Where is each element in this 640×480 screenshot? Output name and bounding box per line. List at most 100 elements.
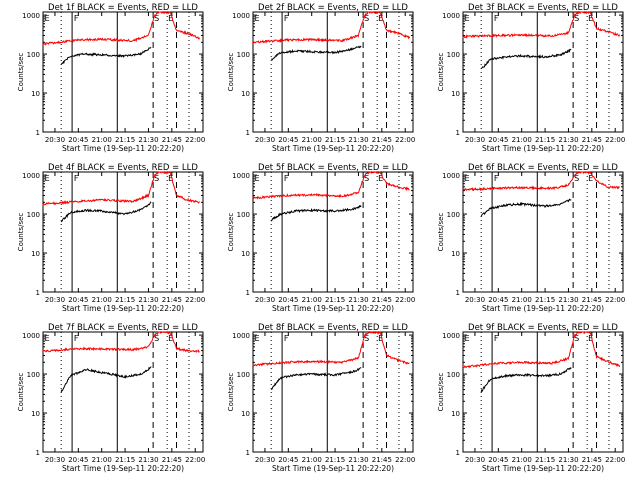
panel-det-1: Det 1f BLACK = Events, RED = LLD 1 10 100 10… xyxy=(17,3,205,153)
x-tick-label: 21:45 xyxy=(372,136,392,144)
event-marker-label: F xyxy=(74,174,79,183)
x-tick-label: 20:45 xyxy=(278,136,298,144)
x-axis-title: Start Time (19-Sep-11 20:22:20) xyxy=(272,304,394,313)
x-tick-label: 21:15 xyxy=(535,456,555,464)
y-tick-label: 1000 xyxy=(232,332,250,340)
event-marker-label: E xyxy=(378,174,383,183)
plot-frame xyxy=(42,331,204,453)
x-tick-label: 21:30 xyxy=(138,136,158,144)
x-tick-label: 20:45 xyxy=(488,296,508,304)
x-tick-label: 22:00 xyxy=(605,456,625,464)
event-marker-label: F xyxy=(74,14,79,23)
y-tick-label: 10 xyxy=(241,250,250,258)
panel-det-3: Det 3f BLACK = Events, RED = LLD 1 10 100 10… xyxy=(437,3,625,153)
x-tick-label: 21:00 xyxy=(92,456,112,464)
x-tick-label: 21:00 xyxy=(512,136,532,144)
x-tick-label: 21:15 xyxy=(115,456,135,464)
y-tick-label: 10 xyxy=(241,410,250,418)
event-marker-label: S xyxy=(154,334,159,343)
x-tick-label: 20:45 xyxy=(278,456,298,464)
x-axis-title: Start Time (19-Sep-11 20:22:20) xyxy=(62,464,184,473)
panel-title: Det 9f BLACK = Events, RED = LLD xyxy=(468,323,618,333)
x-tick-label: 20:45 xyxy=(68,136,88,144)
panel-det-7: Det 7f BLACK = Events, RED = LLD 1 10 100 10… xyxy=(17,323,205,473)
plot-frame xyxy=(462,11,624,133)
x-tick-label: 22:00 xyxy=(605,296,625,304)
y-tick-label: 1 xyxy=(456,449,460,457)
plot-frame xyxy=(462,331,624,453)
x-tick-label: 20:30 xyxy=(465,456,485,464)
x-tick-label: 21:45 xyxy=(582,136,602,144)
lld-series-line xyxy=(42,330,200,354)
y-tick-label: 1000 xyxy=(232,12,250,20)
event-marker-label: E xyxy=(465,174,470,183)
event-marker-label: S xyxy=(364,174,369,183)
event-marker-label: E xyxy=(588,14,593,23)
y-tick-label: 1 xyxy=(456,289,460,297)
y-tick-label: 1000 xyxy=(22,172,40,180)
events-series-line xyxy=(480,198,572,217)
x-tick-label: 21:45 xyxy=(162,456,182,464)
events-series-line xyxy=(271,367,362,391)
lld-series-line xyxy=(42,170,200,206)
event-marker-label: E xyxy=(378,334,383,343)
y-axis-title: Counts/sec xyxy=(437,53,445,92)
events-series-line xyxy=(60,366,152,393)
x-tick-label: 21:30 xyxy=(138,456,158,464)
x-tick-label: 20:30 xyxy=(45,296,65,304)
event-marker-label: F xyxy=(494,14,499,23)
event-marker-label: E xyxy=(588,174,593,183)
event-marker-label: E xyxy=(255,334,260,343)
events-series-line xyxy=(480,367,572,393)
y-tick-label: 1 xyxy=(36,289,40,297)
x-axis-title: Start Time (19-Sep-11 20:22:20) xyxy=(272,464,394,473)
y-tick-label: 1 xyxy=(36,129,40,137)
x-tick-label: 21:30 xyxy=(348,456,368,464)
x-tick-label: 21:15 xyxy=(325,296,345,304)
y-tick-label: 100 xyxy=(237,211,250,219)
y-tick-label: 10 xyxy=(451,90,460,98)
panel-det-5: Det 5f BLACK = Events, RED = LLD 1 10 100 10… xyxy=(227,163,415,313)
x-tick-label: 21:45 xyxy=(372,456,392,464)
lld-series-line xyxy=(42,11,201,46)
event-marker-label: F xyxy=(284,334,289,343)
y-tick-label: 10 xyxy=(241,90,250,98)
x-tick-label: 22:00 xyxy=(185,456,205,464)
x-tick-label: 21:00 xyxy=(512,296,532,304)
plot-frame xyxy=(42,171,204,293)
event-marker-label: E xyxy=(45,174,50,183)
event-marker-label: S xyxy=(364,334,369,343)
x-tick-label: 21:00 xyxy=(92,296,112,304)
x-tick-label: 21:30 xyxy=(558,136,578,144)
event-marker-label: E xyxy=(168,334,173,343)
event-marker-label: E xyxy=(168,14,173,23)
event-marker-label: E xyxy=(255,14,260,23)
y-tick-label: 100 xyxy=(237,51,250,59)
x-axis-title: Start Time (19-Sep-11 20:22:20) xyxy=(482,304,604,313)
x-tick-label: 22:00 xyxy=(395,296,415,304)
panel-title: Det 6f BLACK = Events, RED = LLD xyxy=(468,163,618,173)
x-tick-label: 21:45 xyxy=(162,136,182,144)
x-tick-label: 21:00 xyxy=(302,136,322,144)
event-marker-label: S xyxy=(574,334,579,343)
x-tick-label: 22:00 xyxy=(185,136,205,144)
x-axis-title: Start Time (19-Sep-11 20:22:20) xyxy=(482,144,604,153)
event-marker-label: S xyxy=(154,14,159,23)
x-tick-label: 20:45 xyxy=(278,296,298,304)
event-marker-label: F xyxy=(494,334,499,343)
event-marker-label: S xyxy=(154,174,159,183)
plot-frame xyxy=(42,11,204,133)
x-tick-label: 21:00 xyxy=(302,456,322,464)
lld-series-line xyxy=(252,170,410,200)
y-tick-label: 100 xyxy=(27,371,40,379)
x-axis-title: Start Time (19-Sep-11 20:22:20) xyxy=(62,144,184,153)
y-tick-label: 100 xyxy=(447,211,460,219)
x-tick-label: 22:00 xyxy=(395,456,415,464)
panel-det-6: Det 6f BLACK = Events, RED = LLD 1 10 100 10… xyxy=(437,163,625,313)
x-tick-label: 21:00 xyxy=(92,136,112,144)
x-tick-label: 20:30 xyxy=(45,136,65,144)
x-axis-title: Start Time (19-Sep-11 20:22:20) xyxy=(62,304,184,313)
x-tick-label: 21:30 xyxy=(558,296,578,304)
x-tick-label: 21:30 xyxy=(138,296,158,304)
